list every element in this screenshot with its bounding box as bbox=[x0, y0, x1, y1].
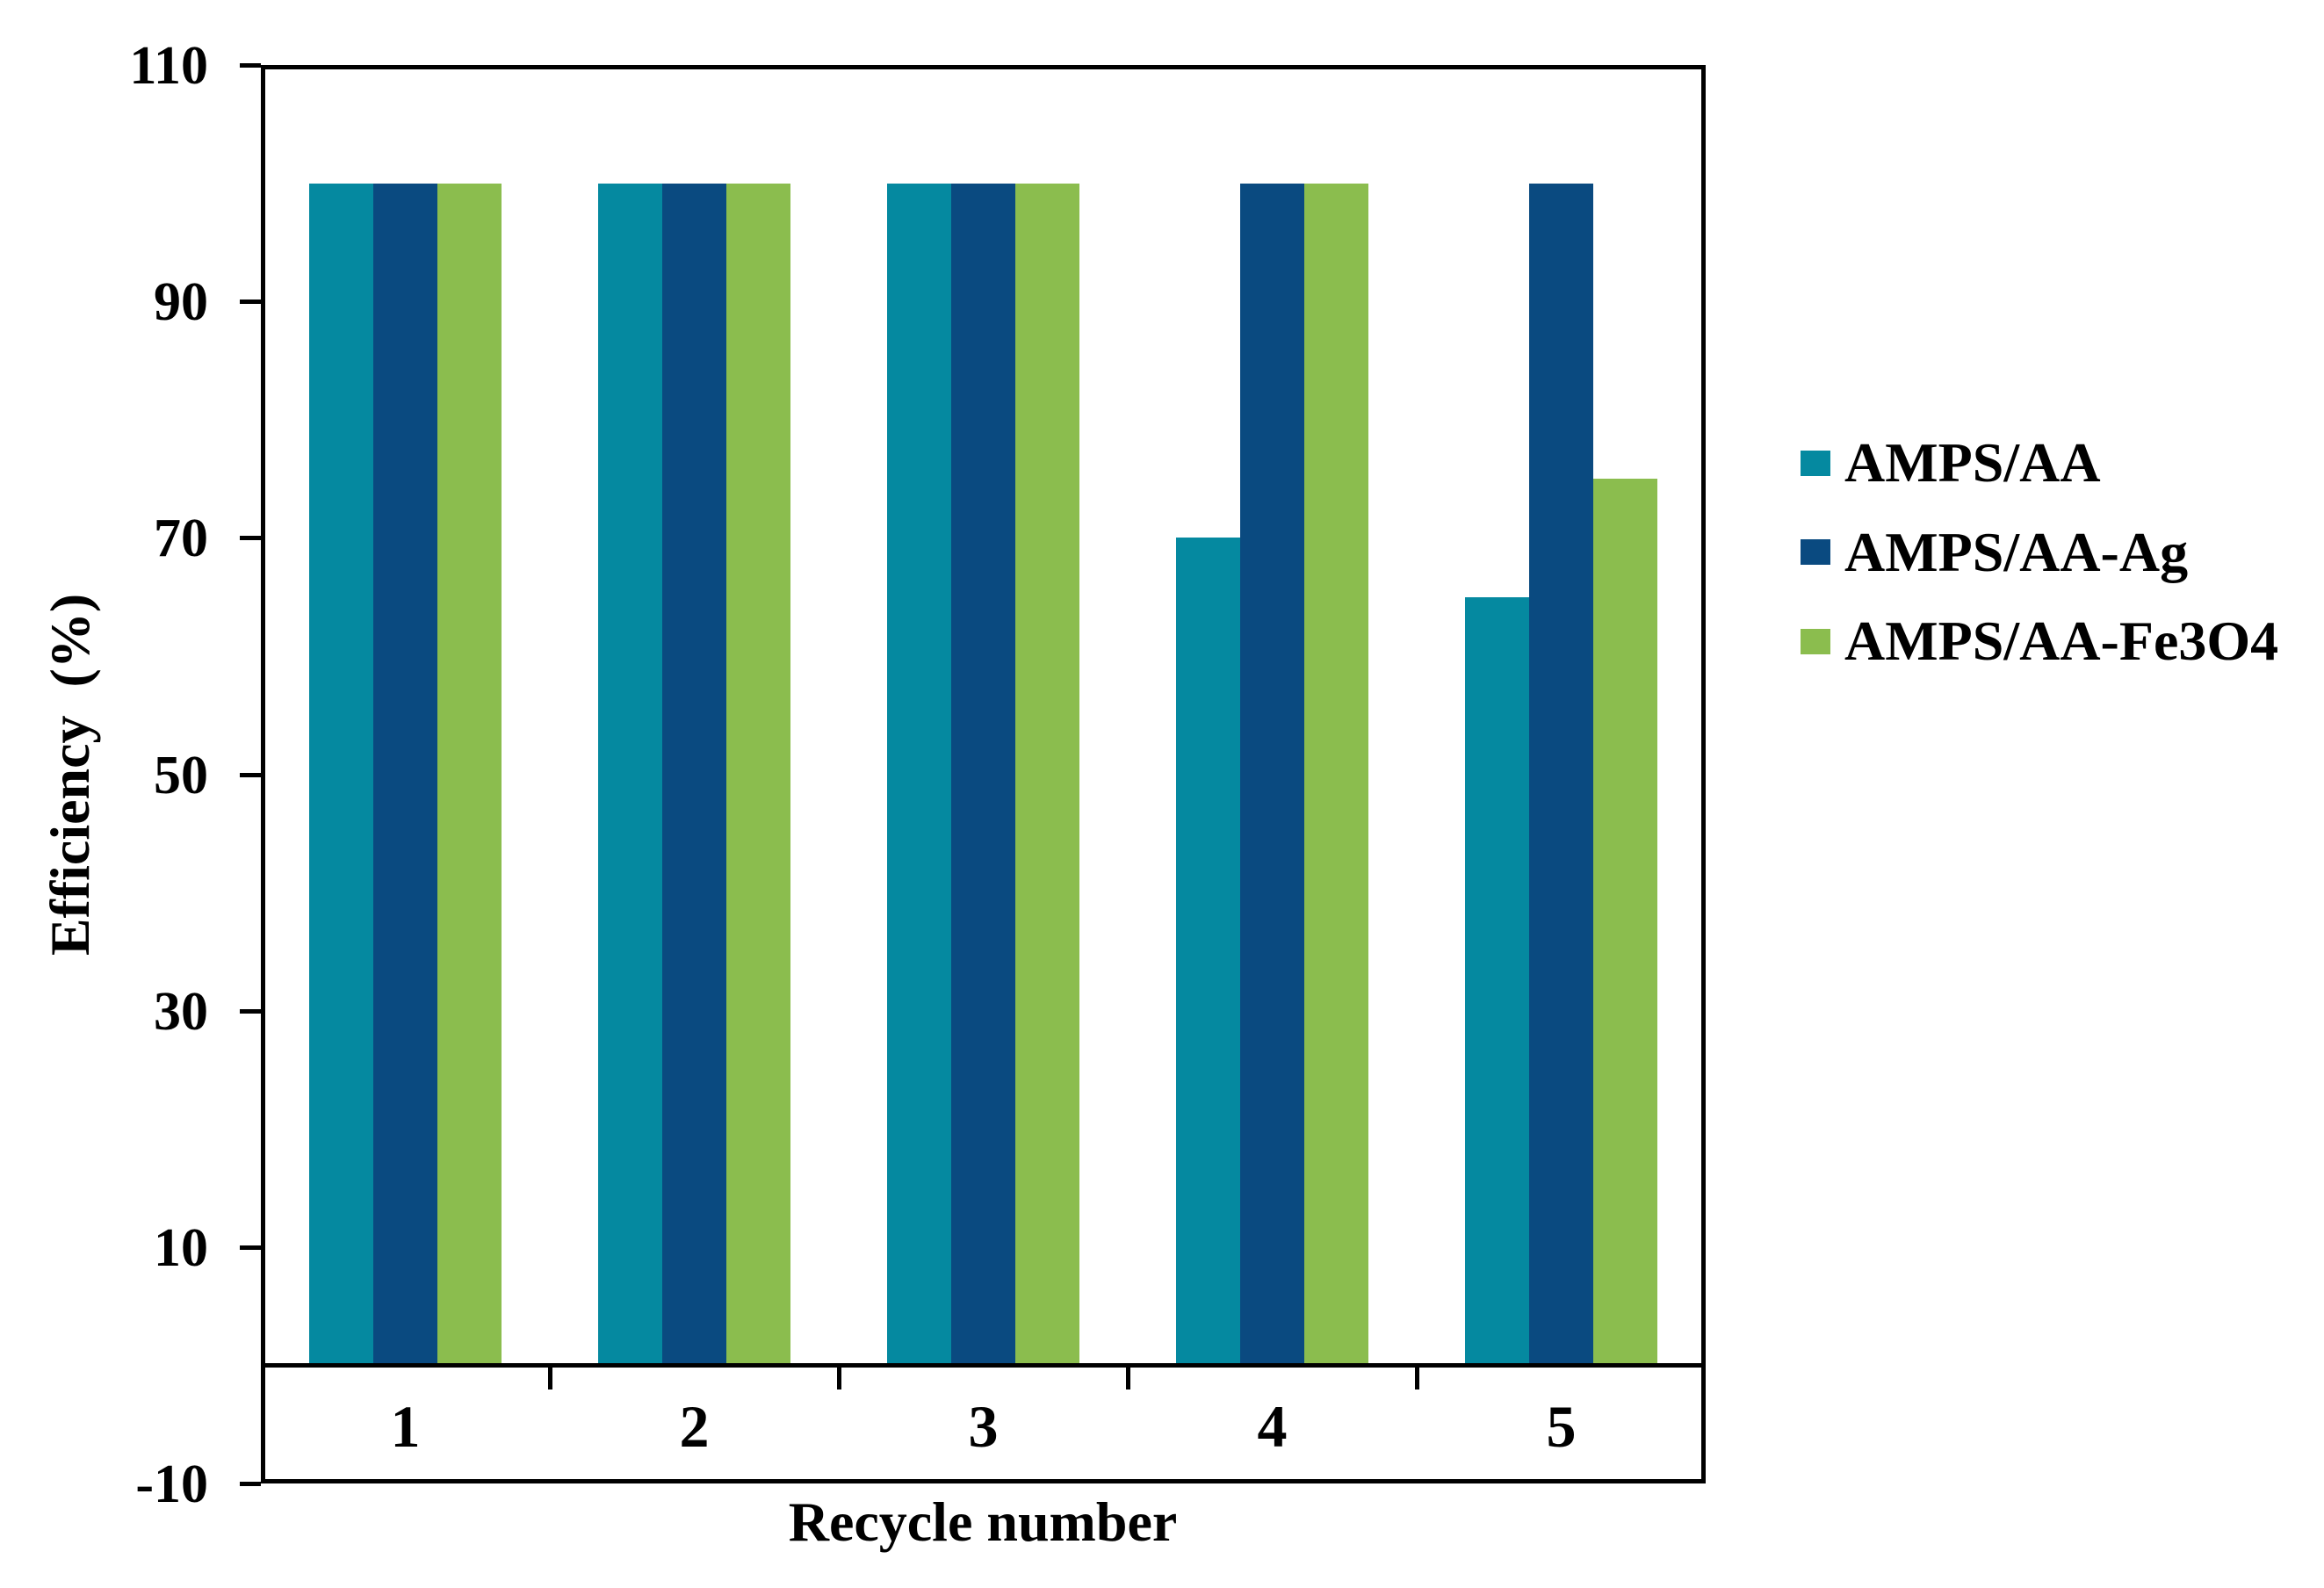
x-category-label: 4 bbox=[1257, 1393, 1288, 1460]
bar-amps-aa-ag-cat1 bbox=[373, 183, 437, 1366]
x-tick bbox=[548, 1365, 552, 1390]
y-tick-label: 50 bbox=[154, 745, 208, 805]
x-category-label: 5 bbox=[1546, 1393, 1577, 1460]
y-tick-label: 70 bbox=[154, 509, 208, 569]
legend-item-amps-aa-fe3o4: AMPS/AA-Fe3O4 bbox=[1801, 610, 2278, 672]
bar-amps-aa-cat2 bbox=[598, 183, 662, 1366]
x-axis-title: Recycle number bbox=[788, 1491, 1178, 1553]
x-tick bbox=[1126, 1365, 1130, 1390]
bar-amps-aa-ag-cat3 bbox=[951, 183, 1015, 1366]
y-tick-label: 30 bbox=[154, 981, 208, 1042]
bar-amps-aa-cat4 bbox=[1176, 538, 1240, 1366]
x-category-label: 1 bbox=[390, 1393, 421, 1460]
bar-amps-aa-ag-cat4 bbox=[1240, 183, 1304, 1366]
x-category-label: 3 bbox=[968, 1393, 999, 1460]
bar-amps-aa-ag-cat2 bbox=[662, 183, 726, 1366]
bar-amps-aa-cat3 bbox=[887, 183, 951, 1366]
legend-item-amps-aa-ag: AMPS/AA-Ag bbox=[1801, 522, 2188, 583]
y-tick-label: 110 bbox=[129, 36, 208, 96]
x-category-label: 2 bbox=[679, 1393, 710, 1460]
bar-amps-aa-fe3o4-cat3 bbox=[1015, 183, 1079, 1366]
legend-swatch-amps-aa-ag bbox=[1801, 539, 1830, 565]
legend-item-amps-aa: AMPS/AA bbox=[1801, 432, 2101, 494]
bar-amps-aa-cat5 bbox=[1465, 596, 1529, 1366]
x-axis-baseline bbox=[261, 1363, 1706, 1368]
y-tick-label: 90 bbox=[154, 272, 208, 333]
y-tick bbox=[240, 1008, 261, 1014]
y-tick-label: -10 bbox=[135, 1454, 208, 1514]
bar-amps-aa-fe3o4-cat5 bbox=[1593, 479, 1657, 1366]
y-tick bbox=[240, 63, 261, 68]
bar-amps-aa-cat1 bbox=[309, 183, 373, 1366]
legend-swatch-amps-aa-fe3o4 bbox=[1801, 628, 1830, 654]
x-tick bbox=[1415, 1365, 1419, 1390]
bar-amps-aa-fe3o4-cat4 bbox=[1304, 183, 1368, 1366]
y-tick bbox=[240, 1482, 261, 1486]
bar-amps-aa-fe3o4-cat2 bbox=[726, 183, 790, 1366]
x-tick bbox=[837, 1365, 841, 1390]
bar-amps-aa-ag-cat5 bbox=[1529, 183, 1593, 1366]
bar-amps-aa-fe3o4-cat1 bbox=[437, 183, 502, 1366]
legend-label-amps-aa: AMPS/AA bbox=[1844, 431, 2101, 494]
legend-swatch-amps-aa bbox=[1801, 450, 1830, 476]
legend-label-amps-aa-fe3o4: AMPS/AA-Fe3O4 bbox=[1844, 610, 2279, 672]
y-tick bbox=[240, 536, 261, 541]
plot-area bbox=[261, 65, 1706, 1483]
legend-label-amps-aa-ag: AMPS/AA-Ag bbox=[1844, 520, 2189, 583]
y-tick bbox=[240, 300, 261, 305]
y-tick bbox=[240, 1245, 261, 1250]
y-tick-label: 10 bbox=[154, 1217, 208, 1278]
y-tick bbox=[240, 772, 261, 777]
